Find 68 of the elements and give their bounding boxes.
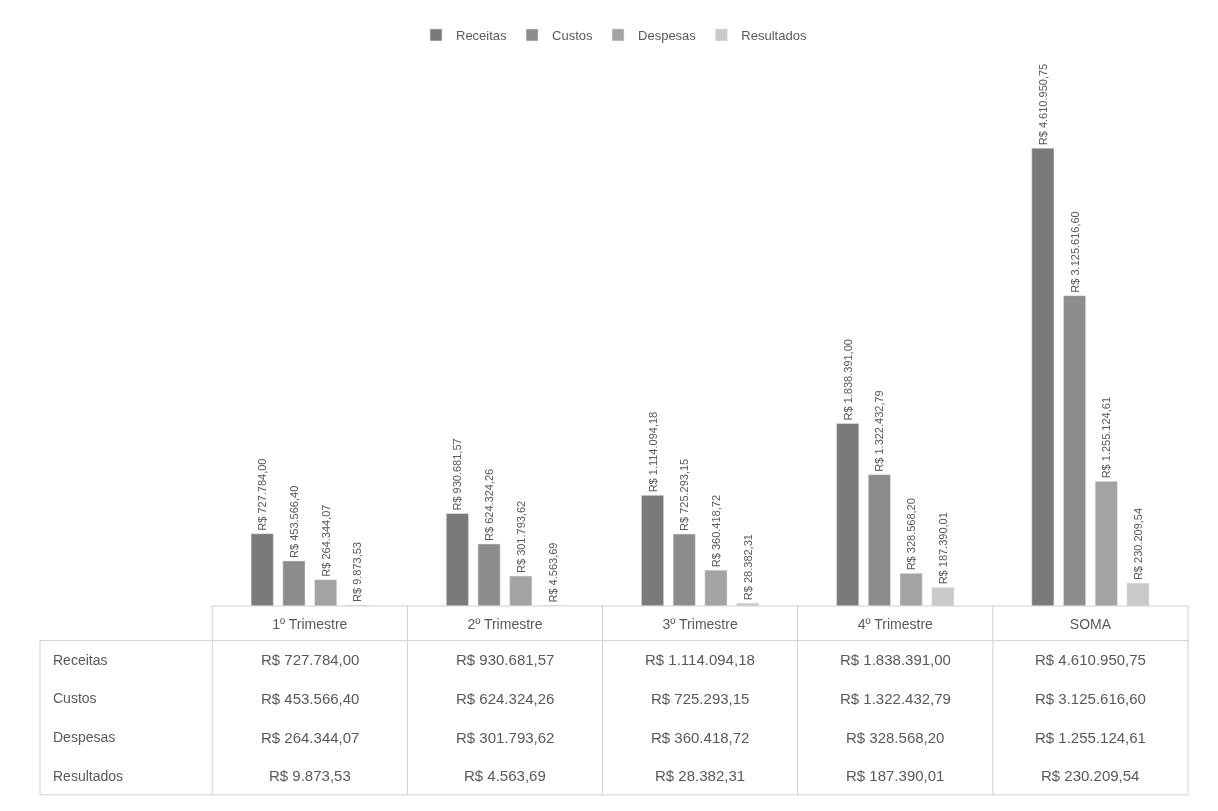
data-label: R$ 28.382,31 (655, 767, 746, 784)
x-tick-label: 3º Trimestre (662, 615, 738, 632)
data-label: R$ 727.784,00 (261, 651, 360, 668)
text: R$ 624.324,26 (483, 468, 496, 541)
text: R$ 301.793,62 (514, 500, 527, 573)
bar (446, 513, 469, 606)
data-label: R$ 1.114.094,18 (645, 651, 755, 668)
bar (314, 579, 337, 606)
data-label: R$ 1.322.432,79 (840, 690, 951, 707)
text: R$ 9.873,53 (351, 542, 364, 602)
x-tick-label: SOMA (1069, 615, 1112, 632)
data-label: R$ 624.324,26 (456, 690, 555, 707)
data-label: R$ 9.873,53 (269, 767, 351, 784)
data-label: R$ 453.566,40 (261, 690, 360, 707)
legend-label: Custos (552, 28, 594, 44)
text: R$ 3.125.616,60 (1068, 211, 1081, 293)
text: R$ 187.390,01 (936, 512, 949, 585)
x-tick-label: 2º Trimestre (467, 615, 543, 632)
legend-label: Receitas (456, 28, 508, 44)
text: Resultados (53, 768, 124, 784)
data-label: R$ 230.209,54 (1041, 767, 1140, 784)
bar (1031, 147, 1055, 606)
bar (641, 495, 664, 606)
bar (250, 533, 274, 606)
bar (704, 569, 728, 606)
data-label: R$ 4.610.950,75 (1035, 651, 1146, 668)
text: R$ 727.784,00 (256, 458, 269, 531)
bar (1063, 295, 1086, 606)
text: R$ 1.255.124,61 (1100, 396, 1113, 479)
bar (477, 543, 501, 606)
text: R$ 4.610.950,75 (1036, 63, 1049, 146)
data-label: R$ 1.255.124,61 (1035, 729, 1146, 746)
data-label: R$ 930.681,57 (456, 651, 555, 668)
bar (899, 573, 923, 606)
bar (509, 575, 533, 606)
legend-label: Despesas (638, 28, 697, 44)
text: R$ 453.566,40 (287, 485, 300, 558)
bar (282, 560, 306, 606)
data-label: R$ 187.390,01 (846, 767, 945, 784)
text: Custos (53, 690, 97, 706)
data-label: R$ 264.344,07 (261, 729, 360, 746)
text: R$ 1.838.391,00 (841, 339, 854, 421)
bar (868, 474, 891, 606)
text: R$ 930.681,57 (451, 438, 464, 511)
bar (672, 533, 696, 606)
text: Despesas (53, 729, 116, 745)
text: R$ 725.293,15 (678, 458, 691, 531)
text: R$ 328.568,20 (905, 498, 918, 571)
data-label: R$ 301.793,62 (456, 729, 555, 746)
text: R$ 28.382,31 (741, 534, 754, 601)
x-tick-label: 4º Trimestre (857, 615, 934, 632)
text: R$ 1.322.432,79 (873, 390, 886, 472)
text: R$ 264.344,07 (319, 504, 332, 577)
bar (1094, 481, 1118, 606)
text: Receitas (53, 652, 108, 668)
data-label: R$ 725.293,15 (651, 690, 750, 707)
x-tick-label: 1º Trimestre (272, 615, 348, 632)
data-label: R$ 328.568,20 (846, 729, 945, 746)
bar (836, 423, 860, 606)
legend-label: Resultados (741, 28, 807, 44)
data-label: R$ 1.838.391,00 (840, 651, 951, 668)
text: R$ 230.209,54 (1131, 507, 1144, 581)
data-label: R$ 4.563,69 (464, 767, 546, 784)
text: R$ 1.114.094,18 (646, 411, 659, 493)
data-label: R$ 3.125.616,60 (1035, 690, 1146, 707)
text: R$ 360.418,72 (709, 495, 722, 568)
text: R$ 4.563,69 (546, 542, 559, 603)
data-label: R$ 360.418,72 (651, 729, 750, 746)
